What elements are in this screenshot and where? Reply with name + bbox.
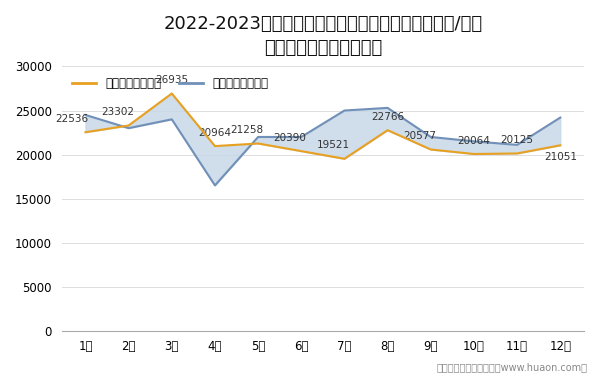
Title: 2022-2023年广州高新技术产业开发区（境内目的地/货源
地）进、出口额月度统计: 2022-2023年广州高新技术产业开发区（境内目的地/货源 地）进、出口额月度… <box>164 15 482 57</box>
Text: 19521: 19521 <box>317 141 350 150</box>
Text: 制图：华经产业研究院（www.huaon.com）: 制图：华经产业研究院（www.huaon.com） <box>436 362 587 372</box>
Text: 20577: 20577 <box>403 131 436 141</box>
Text: 22766: 22766 <box>371 112 404 122</box>
Text: 23302: 23302 <box>101 107 134 117</box>
Text: 21051: 21051 <box>544 152 577 162</box>
Text: 20964: 20964 <box>198 128 231 138</box>
Text: 26935: 26935 <box>155 75 188 85</box>
Text: 20064: 20064 <box>458 136 491 146</box>
Text: 22536: 22536 <box>55 114 88 124</box>
Text: 21258: 21258 <box>231 125 264 135</box>
Text: 20390: 20390 <box>274 133 307 143</box>
Legend: 出口额（万美元）, 进口额（万美元）: 出口额（万美元）, 进口额（万美元） <box>68 73 273 95</box>
Text: 20125: 20125 <box>501 135 534 145</box>
